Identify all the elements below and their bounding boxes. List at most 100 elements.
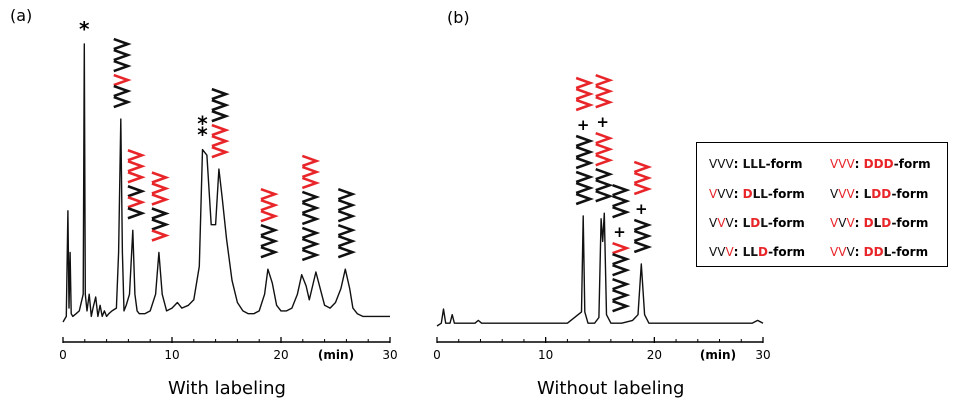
- legend-code: VVV: [709, 187, 734, 201]
- peak-chevron-0-1-1-2: [113, 95, 132, 109]
- x-tick-label-1-3: 30: [755, 348, 770, 362]
- legend-code-letter: V: [717, 216, 726, 230]
- peak-chevron-0-7-2-1: [301, 237, 321, 251]
- peak-chevron-1-0-3-0: [575, 170, 595, 184]
- legend: VVV: LLL-form VVV: DDD-form VVV: DLL-form V…: [696, 142, 948, 267]
- peak-chevron-1-3-2-0: [633, 218, 653, 232]
- peak-plus-1-3-1: +: [635, 200, 648, 218]
- legend-config-letter: D: [873, 157, 884, 171]
- legend-code-letter: V: [725, 245, 734, 259]
- legend-code-letter: V: [830, 157, 839, 171]
- peak-chevron-0-8-1-2: [337, 245, 357, 259]
- legend-code: VVV: [830, 187, 855, 201]
- legend-item: VVV: LLL-form: [709, 157, 802, 171]
- x-tick-label-0-3: 30: [382, 348, 397, 362]
- legend-separator: :: [854, 216, 864, 230]
- legend-separator: :: [733, 216, 743, 230]
- legend-config-letter: D: [881, 187, 892, 201]
- legend-separator: :: [733, 187, 743, 201]
- peak-chevron-0-3-1-0: [151, 207, 170, 220]
- peak-chevron-0-2-0-2: [127, 171, 146, 184]
- peak-chevron-0-1-1-1: [113, 84, 132, 98]
- peak-chevron-0-5-1-0: [211, 123, 230, 137]
- peak-chevron-0-2-1-2: [127, 207, 146, 220]
- peak-chevron-1-2-2-1: [612, 252, 631, 266]
- legend-code: VVV: [830, 245, 855, 259]
- legend-code-letter: V: [725, 157, 734, 171]
- x-tick-label-0-0: 0: [59, 348, 67, 362]
- peak-plus-1-2-1: +: [613, 223, 626, 241]
- legend-code-letter: V: [830, 245, 839, 259]
- legend-code-letter: V: [846, 245, 855, 259]
- legend-item: VVV: DDL-form: [830, 245, 928, 259]
- peak-plus-1-0-1: +: [577, 116, 590, 134]
- peak-chevron-1-1-3-2: [595, 189, 614, 203]
- peak-asterisk-0-4: *: [197, 112, 208, 136]
- peak-chevron-0-3-0-0: [151, 171, 170, 184]
- peak-chevron-0-7-0-0: [301, 154, 321, 168]
- legend-form: -form: [891, 187, 929, 201]
- legend-config-letter: D: [883, 157, 894, 171]
- peak-chevron-1-1-0-0: [595, 73, 614, 87]
- peak-chevron-0-8-1-0: [337, 223, 357, 237]
- legend-config-letter: D: [863, 216, 874, 230]
- legend-code-letter: V: [846, 157, 855, 171]
- peak-chevron-0-5-0-0: [211, 87, 230, 101]
- peak-chevron-0-5-1-2: [211, 145, 230, 159]
- legend-config-letter: D: [873, 245, 884, 259]
- legend-config-letter: L: [750, 245, 758, 259]
- legend-code-letter: V: [846, 187, 855, 201]
- legend-config-letter: D: [750, 216, 761, 230]
- peak-chevron-0-3-1-1: [151, 218, 170, 231]
- peak-asterisk-0-0: *: [79, 17, 90, 41]
- peak-chevron-1-1-3-0: [595, 167, 614, 181]
- legend-code-letter: V: [725, 216, 734, 230]
- legend-code: VVV: [709, 245, 734, 259]
- peak-chevron-0-1-0-1: [113, 48, 132, 62]
- peak-chevron-1-1-3-1: [595, 178, 614, 192]
- legend-form: -form: [768, 245, 806, 259]
- peak-chevron-0-7-1-1: [301, 201, 321, 215]
- legend-separator: :: [854, 245, 864, 259]
- peak-chevron-0-2-0-1: [127, 160, 146, 173]
- legend-config-letter: L: [760, 187, 768, 201]
- peak-chevron-0-2-1-0: [127, 185, 146, 198]
- peak-chevron-1-1-0-1: [595, 84, 614, 98]
- peak-chevron-1-3-2-2: [633, 240, 653, 254]
- legend-config-letter: D: [863, 245, 874, 259]
- peak-chevron-1-0-3-2: [575, 192, 595, 206]
- legend-form: -form: [891, 245, 929, 259]
- chromatogram-line-1: [436, 212, 764, 327]
- peak-chevron-1-0-3-1: [575, 181, 595, 195]
- legend-code: VVV: [709, 157, 734, 171]
- peak-chevron-0-5-0-2: [211, 109, 230, 123]
- peak-chevron-0-8-0-2: [337, 209, 357, 223]
- legend-form: -form: [765, 157, 803, 171]
- legend-separator: :: [733, 157, 743, 171]
- panel-label-a: (a): [10, 6, 33, 25]
- legend-code: VVV: [830, 216, 855, 230]
- peak-chevron-0-2-1-1: [127, 196, 146, 209]
- peak-chevron-0-7-2-0: [301, 226, 321, 240]
- peak-chevron-0-5-0-1: [211, 98, 230, 112]
- legend-config-letter: L: [750, 157, 758, 171]
- legend-config-letter: D: [863, 157, 874, 171]
- peak-chevron-1-1-0-2: [595, 95, 614, 109]
- legend-config-letter: L: [742, 216, 751, 230]
- peak-chevron-1-0-2-0: [575, 134, 595, 148]
- peak-chevron-0-5-1-1: [211, 134, 230, 148]
- peak-chevron-1-1-2-0: [595, 131, 614, 145]
- legend-config-letter: D: [757, 245, 769, 259]
- legend-form: -form: [893, 157, 931, 171]
- legend-item: VVV: DLD-form: [830, 216, 928, 230]
- peak-chevron-0-7-1-2: [301, 212, 321, 226]
- legend-separator: :: [854, 157, 864, 171]
- legend-code-letter: V: [830, 187, 839, 201]
- x-tick-label-1-2: 20: [647, 348, 662, 362]
- peak-chevron-1-3-0-0: [633, 160, 653, 174]
- peak-chevron-1-1-2-1: [595, 142, 614, 156]
- peak-chevron-1-2-0-0: [612, 183, 631, 197]
- peak-chevron-0-7-0-2: [301, 176, 321, 190]
- peak-chevron-1-0-0-1: [575, 87, 595, 101]
